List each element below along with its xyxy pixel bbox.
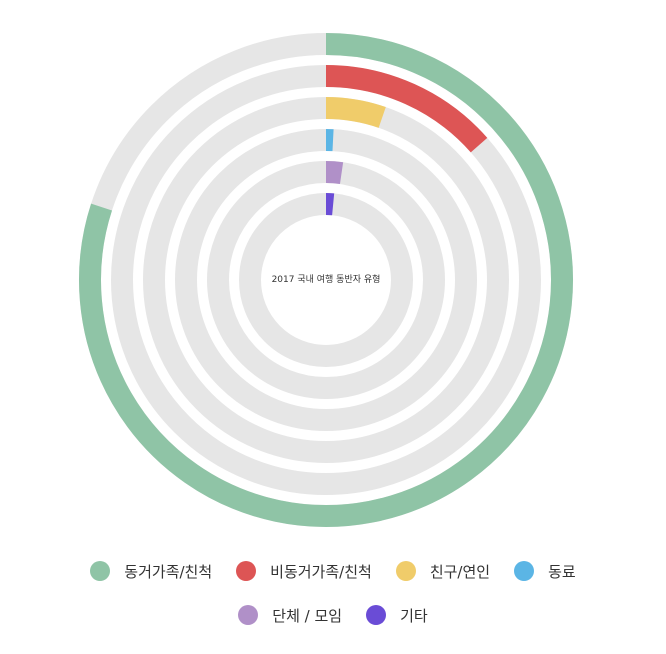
- chart-legend: 동거가족/친척 비동거가족/친척 친구/연인 동료 단체 / 모임 기: [0, 556, 666, 644]
- legend-swatch-2: [395, 561, 416, 581]
- legend-swatch-4: [238, 605, 259, 625]
- legend-label-2: 친구/연인: [429, 562, 491, 581]
- legend-swatch-1: [236, 561, 257, 581]
- ring-bar-0[interactable]: [79, 33, 573, 527]
- legend-swatch-0: [90, 561, 111, 581]
- legend-label-5: 기타: [400, 606, 428, 625]
- ring-bar-1[interactable]: [325, 65, 488, 153]
- legend-row-2: 단체 / 모임 기타: [0, 600, 666, 630]
- legend-row-1: 동거가족/친척 비동거가족/친척 친구/연인 동료: [0, 556, 666, 586]
- legend-item-1[interactable]: 비동거가족/친척: [236, 561, 372, 582]
- legend-swatch-3: [514, 561, 535, 581]
- legend-item-0[interactable]: 동거가족/친척: [90, 561, 212, 582]
- legend-item-2[interactable]: 친구/연인: [395, 561, 491, 582]
- legend-label-4: 단체 / 모임: [272, 606, 343, 625]
- legend-label-0: 동거가족/친척: [124, 562, 213, 581]
- legend-label-3: 동료: [548, 562, 576, 581]
- legend-swatch-5: [366, 605, 387, 625]
- legend-item-4[interactable]: 단체 / 모임: [238, 605, 342, 626]
- legend-item-5[interactable]: 기타: [366, 605, 428, 626]
- legend-label-1: 비동거가족/친척: [270, 562, 372, 581]
- chart-title: 2017 국내 여행 동반자 유형: [271, 275, 381, 285]
- legend-item-3[interactable]: 동료: [514, 561, 576, 582]
- ring-bar-2[interactable]: [325, 97, 386, 128]
- ring-bar-4[interactable]: [325, 161, 344, 185]
- chart-rings: [79, 33, 573, 527]
